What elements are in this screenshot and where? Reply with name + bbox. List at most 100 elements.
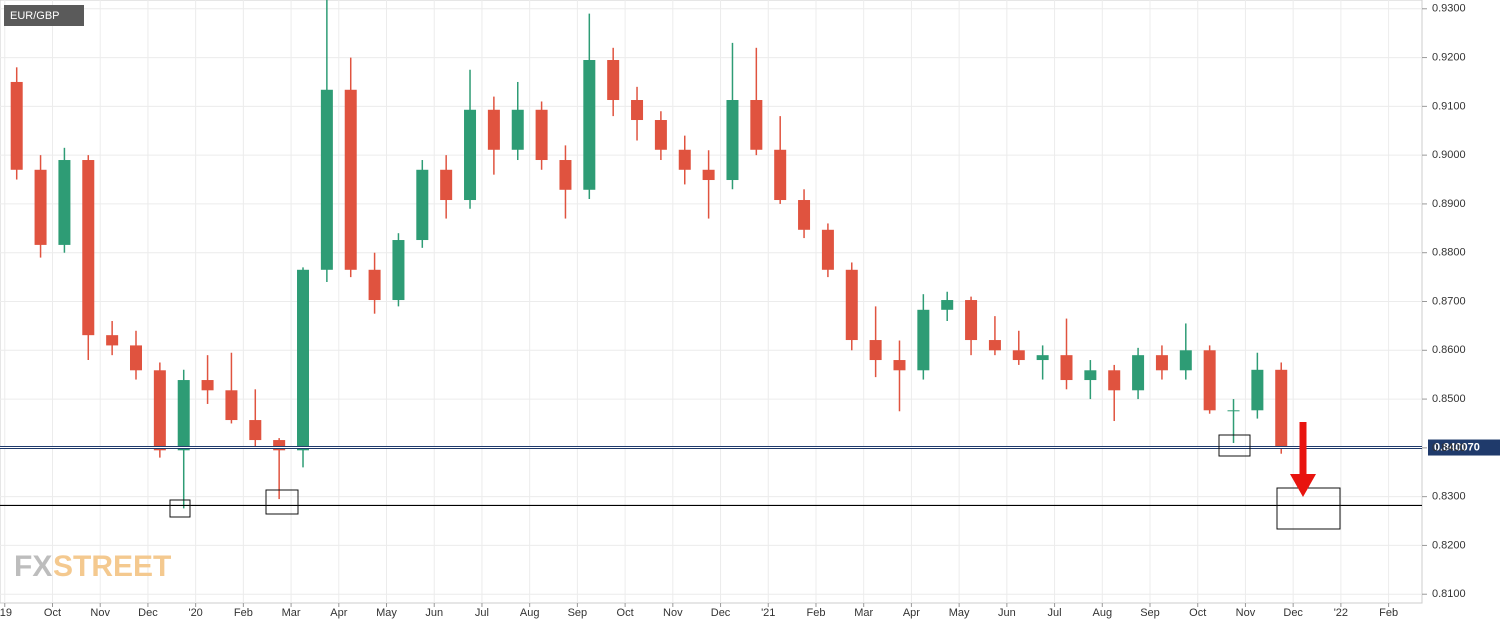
x-tick-label: Feb (806, 607, 825, 619)
symbol-label: EUR/GBP (10, 10, 60, 22)
candle-body (1036, 355, 1049, 361)
candle-body (1012, 350, 1025, 361)
x-tick-label: Sep (1140, 607, 1160, 619)
candle-body (129, 345, 142, 371)
candle-body (726, 100, 739, 181)
candle-body (654, 120, 667, 150)
candle-body (607, 60, 620, 101)
y-tick-label: 0.8400 (1432, 442, 1466, 454)
candle-body (798, 200, 811, 230)
x-tick-label: Oct (1189, 607, 1206, 619)
candle-body (368, 269, 381, 301)
candle-body (320, 89, 333, 270)
candle-body (845, 269, 858, 341)
candle-body (965, 300, 978, 341)
candle-body (1108, 370, 1121, 391)
x-tick-label: Dec (711, 607, 731, 619)
x-tick-label: Dec (138, 607, 158, 619)
y-tick-label: 0.8900 (1432, 198, 1466, 210)
x-tick-label: Jul (475, 607, 489, 619)
x-tick-label: Jul (1048, 607, 1062, 619)
candle-body (58, 160, 71, 245)
y-tick-label: 0.8600 (1432, 344, 1466, 356)
x-tick-label: Feb (234, 607, 253, 619)
candle-body (464, 109, 477, 201)
arrow-head (1290, 474, 1316, 497)
candle-body (34, 169, 47, 245)
price-label-box (1428, 439, 1500, 456)
x-tick-label: '19 (0, 607, 12, 619)
candle-body (201, 380, 214, 391)
candle-body (893, 360, 906, 371)
x-tick-label: Feb (1379, 607, 1398, 619)
candle-body (988, 340, 1001, 351)
candle-body (392, 240, 405, 301)
x-tick-label: Mar (282, 607, 301, 619)
symbol-box (4, 5, 84, 26)
candle-body (106, 335, 119, 346)
x-tick-label: May (949, 607, 970, 619)
x-tick-label: Oct (44, 607, 61, 619)
x-tick-label: Nov (90, 607, 110, 619)
candle-body (1203, 350, 1216, 411)
candle-body (1084, 370, 1097, 381)
x-tick-label: May (376, 607, 397, 619)
x-tick-label: '21 (761, 607, 775, 619)
candle-body (821, 229, 834, 270)
candle-body (1275, 369, 1288, 448)
candle-body (82, 160, 95, 336)
y-tick-label: 0.8100 (1432, 588, 1466, 600)
candle-body (249, 420, 262, 441)
candle-body (559, 160, 572, 190)
annotation-box (265, 489, 299, 515)
y-tick-label: 0.8500 (1432, 393, 1466, 405)
candle-body (941, 300, 954, 310)
candle-body (702, 169, 715, 181)
y-tick-label: 0.8300 (1432, 491, 1466, 503)
x-tick-label: Jun (998, 607, 1016, 619)
candle-body (750, 100, 763, 150)
candle-body (416, 169, 429, 241)
candle-body (344, 89, 357, 270)
annotation-box (169, 499, 191, 518)
x-tick-label: Apr (903, 607, 920, 619)
logo-fx: FX (14, 550, 52, 583)
y-tick-label: 0.8700 (1432, 295, 1466, 307)
candle-body (10, 81, 23, 170)
x-tick-label: Aug (1092, 607, 1112, 619)
candle-body (177, 380, 190, 451)
candle-body (1155, 355, 1168, 371)
x-tick-label: Dec (1283, 607, 1303, 619)
candle-body (535, 109, 548, 161)
candle-body (631, 100, 644, 121)
logo-street: STREET (53, 550, 171, 583)
candle-body (1251, 369, 1264, 411)
candle-body (511, 109, 524, 150)
x-tick-label: '20 (188, 607, 202, 619)
candle-body (678, 149, 691, 170)
candle-body (1132, 355, 1145, 391)
x-tick-label: Apr (330, 607, 347, 619)
price-label: 0.840070 (1434, 441, 1480, 453)
x-tick-label: Oct (617, 607, 634, 619)
x-tick-label: '22 (1334, 607, 1348, 619)
x-tick-label: Nov (663, 607, 683, 619)
candle-body (1179, 350, 1192, 371)
x-tick-label: Sep (568, 607, 588, 619)
candle-body (487, 109, 500, 150)
x-tick-label: Mar (854, 607, 873, 619)
x-tick-label: Jun (425, 607, 443, 619)
y-tick-label: 0.9300 (1432, 3, 1466, 15)
candle-body (273, 440, 286, 451)
annotation-box (1218, 434, 1251, 457)
x-tick-label: Nov (1236, 607, 1256, 619)
candle-body (1227, 410, 1240, 412)
y-tick-label: 0.8200 (1432, 539, 1466, 551)
candle-body (153, 370, 166, 451)
candle-body (225, 390, 238, 421)
candle-body (440, 169, 453, 201)
y-tick-label: 0.9000 (1432, 149, 1466, 161)
x-tick-label: Aug (520, 607, 540, 619)
y-tick-label: 0.8800 (1432, 247, 1466, 259)
